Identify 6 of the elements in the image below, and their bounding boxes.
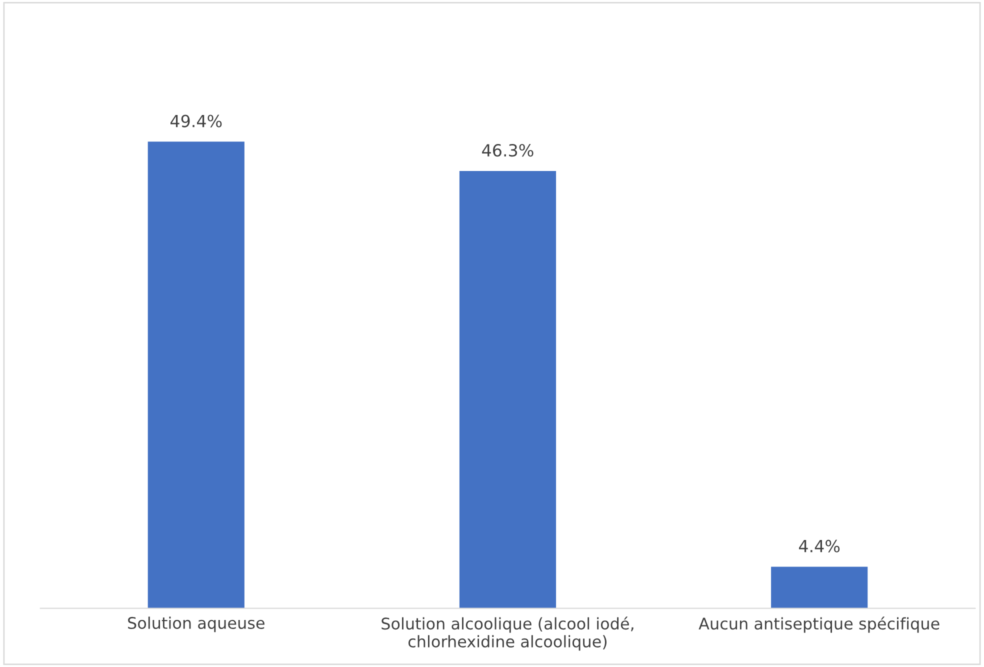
x-tick-label: Solution aqueuse	[128, 616, 264, 632]
data-label: 4.4%	[798, 540, 840, 552]
x-tick-label: Solution alcoolique (alcool iodé, chlorhexidine alcoolique)	[382, 616, 634, 651]
x-tick-label: Aucun antiseptique spécifique	[698, 616, 940, 633]
data-label: 49.4%	[170, 114, 222, 128]
data-label: 46.3%	[482, 144, 534, 157]
